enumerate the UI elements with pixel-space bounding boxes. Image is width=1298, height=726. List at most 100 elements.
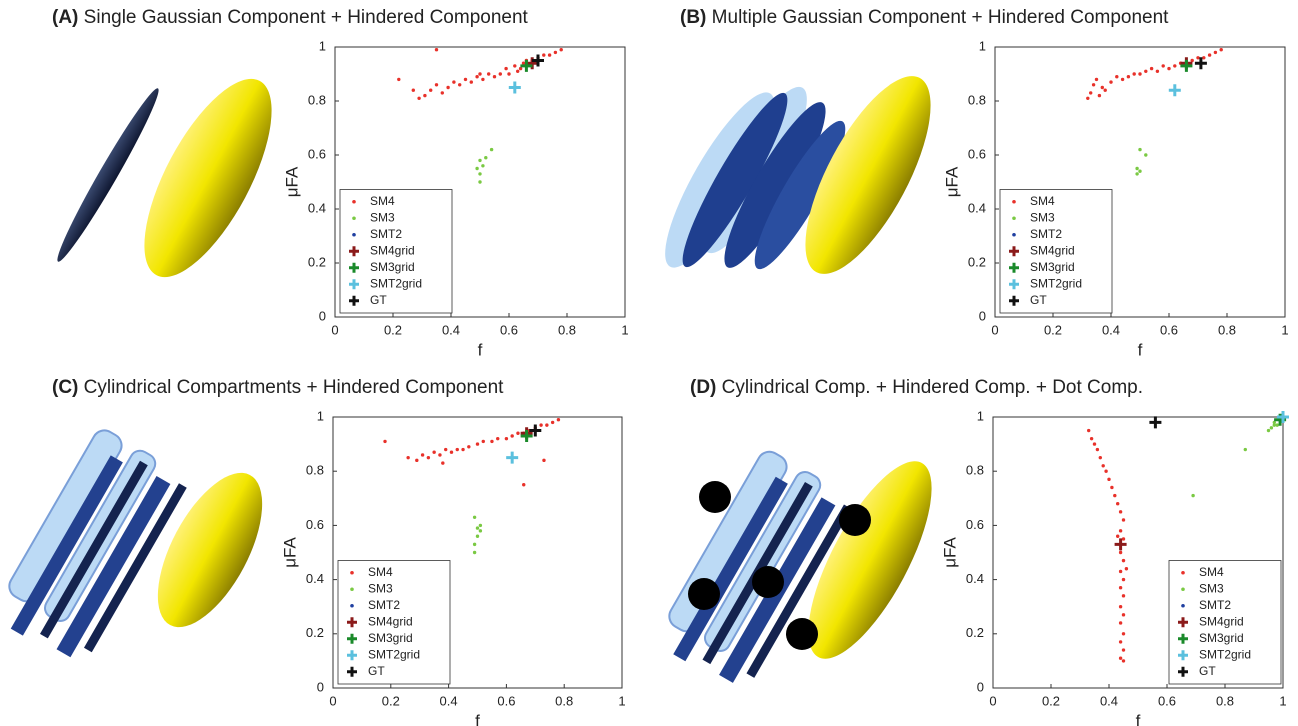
legend-swatch: [1012, 232, 1016, 237]
illustration-b: [665, 76, 931, 274]
point: [1207, 53, 1212, 57]
legend-swatch: [352, 216, 356, 221]
point: [559, 48, 563, 52]
point: [516, 69, 520, 74]
axes-frame: [332, 416, 623, 689]
legend-swatch: [349, 262, 359, 273]
point: [1101, 464, 1105, 468]
panel-title: (B) Multiple Gaussian Component + Hinder…: [680, 7, 1169, 28]
panel-title: (A) Single Gaussian Component + Hindered…: [52, 7, 529, 28]
y-tick-label: 0.2: [308, 254, 326, 269]
point: [478, 172, 482, 176]
point: [1124, 567, 1129, 571]
point: [1272, 420, 1277, 425]
point: [498, 72, 502, 76]
plus-marker: [1194, 57, 1207, 70]
point: [1167, 66, 1171, 71]
legend-label: SMT2grid: [368, 647, 420, 661]
x-tick-label: 0: [329, 693, 336, 708]
point: [1155, 69, 1160, 74]
point: [1107, 477, 1111, 482]
y-tick-label: 1: [977, 408, 984, 423]
plus-shape: [520, 429, 533, 442]
y-tick-label: 0.6: [308, 146, 326, 161]
point: [521, 61, 526, 65]
point: [1126, 75, 1131, 79]
legend-label: SM3grid: [368, 631, 413, 645]
point: [1110, 485, 1114, 490]
legend-swatch: [347, 666, 357, 677]
legend-swatch: [347, 633, 357, 644]
plus-shape: [1277, 411, 1289, 423]
y-axis-label: μFA: [280, 537, 299, 568]
point: [542, 53, 546, 57]
point: [1161, 64, 1165, 68]
x-axis-label: f: [478, 340, 483, 359]
legend-label: GT: [1030, 293, 1047, 307]
legend-label: SM3: [368, 581, 393, 595]
legend-label: SM3: [1030, 210, 1055, 224]
point: [1091, 83, 1096, 87]
point: [1191, 493, 1195, 498]
point: [469, 80, 473, 84]
y-tick-label: 0: [977, 679, 984, 694]
point: [484, 156, 488, 160]
point: [1121, 648, 1126, 652]
legend-swatch: [347, 650, 357, 661]
point: [1213, 50, 1218, 55]
plus-marker: [1149, 416, 1162, 429]
point: [1104, 469, 1108, 473]
y-tick-label: 0.2: [968, 254, 986, 269]
y-tick-label: 1: [979, 38, 986, 53]
point: [504, 66, 508, 71]
legend-swatch: [1178, 633, 1188, 644]
axes-frame: [334, 46, 626, 318]
x-axis-label: f: [1136, 711, 1141, 726]
point: [434, 48, 439, 52]
legend-swatch: [350, 603, 354, 608]
y-tick-label: 0: [317, 679, 324, 694]
point: [1132, 72, 1136, 76]
point: [472, 542, 477, 547]
x-tick-label: 0.2: [1042, 693, 1060, 708]
legend-label: SM4grid: [368, 614, 413, 628]
x-tick-label: 0: [991, 322, 998, 337]
point: [438, 453, 442, 457]
x-tick-label: 1: [618, 693, 625, 708]
y-tick-label: 1: [317, 408, 324, 423]
point: [420, 453, 425, 457]
plus-shape: [529, 424, 542, 437]
x-tick-label: 0.2: [382, 693, 400, 708]
x-tick-label: 0.4: [440, 693, 458, 708]
legend-swatch: [1012, 216, 1016, 221]
point: [478, 72, 482, 76]
point: [1092, 442, 1097, 446]
point: [432, 450, 436, 454]
point: [446, 85, 450, 90]
y-tick-label: 0: [319, 308, 326, 323]
y-tick-label: 0.4: [308, 200, 326, 215]
point: [1100, 85, 1105, 90]
point: [463, 77, 468, 82]
plus-shape: [1180, 59, 1193, 72]
y-tick-label: 0.8: [308, 92, 326, 107]
legend-swatch: [349, 295, 359, 306]
axes-frame: [992, 416, 1284, 689]
point: [1115, 75, 1119, 79]
legend-label: SMT2: [370, 227, 402, 241]
point: [487, 72, 491, 76]
point: [507, 72, 511, 76]
point: [1118, 529, 1123, 533]
point: [1121, 577, 1126, 582]
legend-swatch: [350, 587, 354, 592]
panel-label: (B): [680, 7, 706, 28]
point: [1118, 550, 1123, 555]
point: [1121, 659, 1126, 663]
legend-swatch: [350, 570, 354, 575]
legend-swatch: [1009, 262, 1019, 273]
point: [1095, 447, 1100, 452]
point: [496, 436, 500, 441]
plus-marker: [1277, 411, 1289, 423]
point: [461, 447, 465, 452]
